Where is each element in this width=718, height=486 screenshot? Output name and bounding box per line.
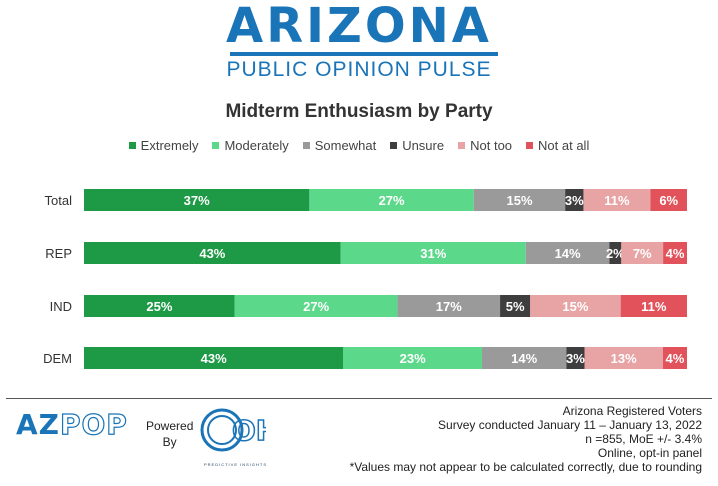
data-label-dem-moderately: 23% <box>400 351 426 366</box>
data-label-ind-not-too: 15% <box>562 299 588 314</box>
survey-note-2: n =855, MoE +/- 3.4% <box>585 432 702 446</box>
survey-note-4: *Values may not appear to be calculated … <box>349 460 702 474</box>
data-label-total-extremely: 37% <box>184 193 210 208</box>
data-label-total-somewhat: 15% <box>506 193 532 208</box>
bar-total-moderately <box>309 189 474 211</box>
azpop-logo-az: AZ <box>16 408 60 441</box>
bar-total-unsure <box>565 189 584 211</box>
bar-ind-not-too <box>530 295 621 317</box>
bar-dem-not-at-all <box>662 347 687 369</box>
legend-label-extremely: Extremely <box>140 138 199 153</box>
logo-arizona: ARIZONA <box>226 0 492 54</box>
survey-note-1: Survey conducted January 11 – January 13… <box>438 418 702 432</box>
bar-dem-somewhat <box>481 347 567 369</box>
bar-rep-unsure <box>609 242 622 264</box>
data-label-total-moderately: 27% <box>379 193 405 208</box>
legend-label-moderately: Moderately <box>224 138 289 153</box>
oh-predictive-insights-logo: OH <box>200 408 266 452</box>
category-label-total: Total <box>45 193 73 208</box>
data-label-dem-not-at-all: 4% <box>666 351 685 366</box>
azpop-logo-pop: POP <box>59 407 128 441</box>
data-label-rep-unsure: 2% <box>606 246 625 261</box>
survey-note-0: Arizona Registered Voters <box>562 404 702 418</box>
data-label-total-not-at-all: 6% <box>659 193 678 208</box>
bar-rep-moderately <box>340 242 526 264</box>
data-label-total-unsure: 3% <box>565 193 584 208</box>
legend-label-not-at-all: Not at all <box>538 138 590 153</box>
chart-legend: Extremely Moderately Somewhat Unsure Not too… <box>0 138 718 153</box>
bar-rep-extremely <box>84 242 341 264</box>
data-label-ind-extremely: 25% <box>146 299 172 314</box>
bar-total-not-at-all <box>650 189 687 211</box>
legend-swatch-unsure <box>390 142 398 149</box>
logo-rule <box>230 52 498 56</box>
data-label-rep-moderately: 31% <box>420 246 446 261</box>
bar-dem-extremely <box>84 347 344 369</box>
bar-ind-not-at-all <box>620 295 687 317</box>
legend-swatch-not-at-all <box>526 142 534 149</box>
data-label-rep-somewhat: 14% <box>555 246 581 261</box>
bar-rep-not-at-all <box>663 242 687 264</box>
legend-swatch-moderately <box>212 142 220 149</box>
legend-label-not-too: Not too <box>470 138 513 153</box>
data-label-dem-not-too: 13% <box>611 351 637 366</box>
legend-swatch-somewhat <box>302 142 310 149</box>
bar-total-somewhat <box>473 189 566 211</box>
chart-area: Total 37% 27% 15% 3% 11% 6% REP 43% 31% 14% 2% 7% 4% I… <box>43 189 687 369</box>
oh-caption: PREDICTIVE INSIGHTS <box>204 462 268 467</box>
legend-item-extremely: Extremely <box>128 138 199 153</box>
powered-by: Powered By <box>146 418 193 450</box>
bar-total-not-too <box>583 189 651 211</box>
category-label-dem: DEM <box>43 351 72 366</box>
data-label-ind-moderately: 27% <box>303 299 329 314</box>
data-label-ind-unsure: 5% <box>506 299 525 314</box>
bar-rep-somewhat <box>525 242 610 264</box>
bar-rep-not-too <box>621 242 664 264</box>
legend-swatch-not-too <box>458 142 466 149</box>
logo-subtitle: PUBLIC OPINION PULSE <box>226 58 492 81</box>
data-label-dem-somewhat: 14% <box>511 351 537 366</box>
category-label-ind: IND <box>50 299 72 314</box>
powered-by-line2: By <box>162 435 177 449</box>
survey-note-3: Online, opt-in panel <box>597 446 702 460</box>
bar-dem-not-too <box>584 347 663 369</box>
legend-label-somewhat: Somewhat <box>314 138 377 153</box>
chart-title: Midterm Enthusiasm by Party <box>225 101 493 122</box>
legend-item-unsure: Unsure <box>390 138 444 153</box>
legend-swatch-extremely <box>128 142 136 149</box>
footer-divider <box>6 398 712 399</box>
data-label-rep-not-too: 7% <box>633 246 652 261</box>
data-label-total-not-too: 11% <box>604 193 630 208</box>
legend-item-not-at-all: Not at all <box>526 138 589 153</box>
oh-logo-text: OH <box>232 414 266 447</box>
bar-ind-extremely <box>84 295 235 317</box>
data-label-rep-not-at-all: 4% <box>666 246 685 261</box>
bar-dem-moderately <box>343 347 482 369</box>
legend-item-not-too: Not too <box>458 138 512 153</box>
data-label-ind-not-at-all: 11% <box>641 299 667 314</box>
data-label-dem-unsure: 3% <box>566 351 585 366</box>
bar-dem-unsure <box>566 347 585 369</box>
survey-notes: Arizona Registered Voters Survey conducte… <box>350 404 702 474</box>
data-label-dem-extremely: 43% <box>201 351 227 366</box>
legend-item-moderately: Moderately <box>212 138 289 153</box>
azpop-logo: AZPOP <box>16 407 128 441</box>
data-label-rep-extremely: 43% <box>199 246 225 261</box>
legend-label-unsure: Unsure <box>402 138 445 153</box>
bar-ind-somewhat <box>397 295 501 317</box>
data-label-ind-somewhat: 17% <box>436 299 462 314</box>
powered-by-line1: Powered <box>146 419 194 433</box>
bar-ind-moderately <box>234 295 398 317</box>
category-label-rep: REP <box>45 246 72 261</box>
bar-ind-unsure <box>500 295 531 317</box>
bar-total-extremely <box>84 189 310 211</box>
legend-item-somewhat: Somewhat <box>302 138 377 153</box>
